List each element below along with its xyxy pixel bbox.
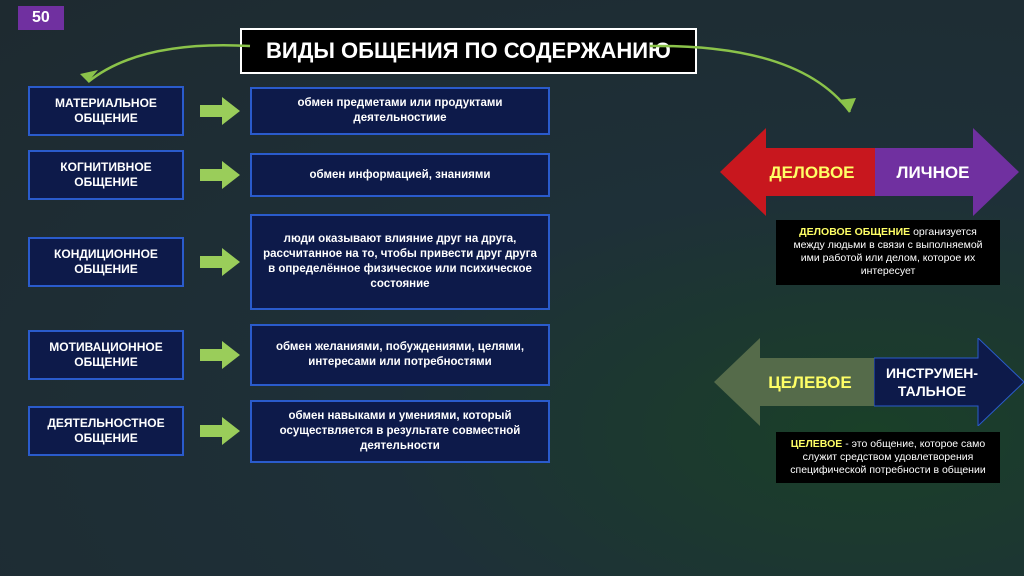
- curve-arrow-right: [640, 38, 900, 128]
- svg-text:ТАЛЬНОЕ: ТАЛЬНОЕ: [898, 383, 966, 399]
- caption-business-hl: ДЕЛОВОЕ ОБЩЕНИЕ: [799, 226, 910, 238]
- type-row: МОТИВАЦИОННОЕ ОБЩЕНИЕ обмен желаниями, по…: [28, 324, 550, 386]
- type-desc: обмен предметами или продуктами деятельн…: [250, 87, 550, 135]
- svg-text:ЛИЧНОЕ: ЛИЧНОЕ: [897, 163, 970, 182]
- type-rows: МАТЕРИАЛЬНОЕ ОБЩЕНИЕ обмен предметами или…: [28, 86, 550, 477]
- slide-number: 50: [18, 6, 64, 30]
- svg-text:ЦЕЛЕВОЕ: ЦЕЛЕВОЕ: [768, 373, 851, 392]
- small-arrow-icon: [200, 341, 240, 369]
- small-arrow-icon: [200, 417, 240, 445]
- svg-text:ДЕЛОВОЕ: ДЕЛОВОЕ: [769, 163, 854, 182]
- svg-text:ИНСТРУМЕН-: ИНСТРУМЕН-: [886, 365, 978, 381]
- small-arrow-icon: [200, 97, 240, 125]
- type-row: КОНДИЦИОННОЕ ОБЩЕНИЕ люди оказывают влиян…: [28, 214, 550, 310]
- type-label: КОНДИЦИОННОЕ ОБЩЕНИЕ: [28, 237, 184, 287]
- arrow-instrumental: ИНСТРУМЕН- ТАЛЬНОЕ: [874, 338, 1024, 426]
- caption-business: ДЕЛОВОЕ ОБЩЕНИЕ организуется между людьм…: [776, 220, 1000, 285]
- type-row: МАТЕРИАЛЬНОЕ ОБЩЕНИЕ обмен предметами или…: [28, 86, 550, 136]
- type-desc: обмен желаниями, побуждениями, целями, и…: [250, 324, 550, 386]
- type-label: МАТЕРИАЛЬНОЕ ОБЩЕНИЕ: [28, 86, 184, 136]
- type-row: ДЕЯТЕЛЬНОСТНОЕ ОБЩЕНИЕ обмен навыками и у…: [28, 400, 550, 463]
- arrow-business: ДЕЛОВОЕ: [720, 128, 875, 216]
- small-arrow-icon: [200, 161, 240, 189]
- type-desc: обмен навыками и умениями, который осуще…: [250, 400, 550, 463]
- arrow-personal: ЛИЧНОЕ: [875, 128, 1019, 216]
- small-arrow-icon: [200, 248, 240, 276]
- type-desc: обмен информацией, знаниями: [250, 153, 550, 197]
- type-label: МОТИВАЦИОННОЕ ОБЩЕНИЕ: [28, 330, 184, 380]
- type-label: ДЕЯТЕЛЬНОСТНОЕ ОБЩЕНИЕ: [28, 406, 184, 456]
- arrow-target: ЦЕЛЕВОЕ: [714, 338, 874, 426]
- caption-target: ЦЕЛЕВОЕ - это общение, которое само служ…: [776, 432, 1000, 483]
- type-desc: люди оказывают влияние друг на друга, ра…: [250, 214, 550, 310]
- caption-target-hl: ЦЕЛЕВОЕ: [791, 438, 843, 450]
- type-label: КОГНИТИВНОЕ ОБЩЕНИЕ: [28, 150, 184, 200]
- page-title: ВИДЫ ОБЩЕНИЯ ПО СОДЕРЖАНИЮ: [240, 28, 697, 74]
- type-row: КОГНИТИВНОЕ ОБЩЕНИЕ обмен информацией, зн…: [28, 150, 550, 200]
